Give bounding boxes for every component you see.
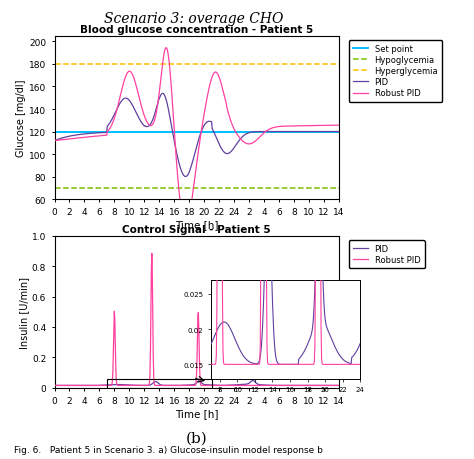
X-axis label: Time [h]: Time [h] <box>175 408 219 418</box>
Text: (b): (b) <box>186 430 208 444</box>
Bar <box>107 379 212 388</box>
Title: Blood glucose concentration - Patient 5: Blood glucose concentration - Patient 5 <box>80 25 313 34</box>
Legend: PID, Robust PID: PID, Robust PID <box>349 241 425 269</box>
Title: Control Signal - Patient 5: Control Signal - Patient 5 <box>122 224 271 234</box>
Y-axis label: Glucose [mg/dl]: Glucose [mg/dl] <box>16 79 26 157</box>
Text: (a): (a) <box>186 235 207 250</box>
Text: Scenario 3: overage CHO: Scenario 3: overage CHO <box>104 11 283 25</box>
X-axis label: Time [h]: Time [h] <box>175 220 219 230</box>
Legend: Set point, Hypoglycemia, Hyperglycemia, PID, Robust PID: Set point, Hypoglycemia, Hyperglycemia, … <box>349 41 442 102</box>
Y-axis label: Insulin [U/min]: Insulin [U/min] <box>19 276 29 348</box>
Text: Fig. 6.   Patient 5 in Scenario 3. a) Glucose-insulin model response b: Fig. 6. Patient 5 in Scenario 3. a) Gluc… <box>14 445 323 454</box>
